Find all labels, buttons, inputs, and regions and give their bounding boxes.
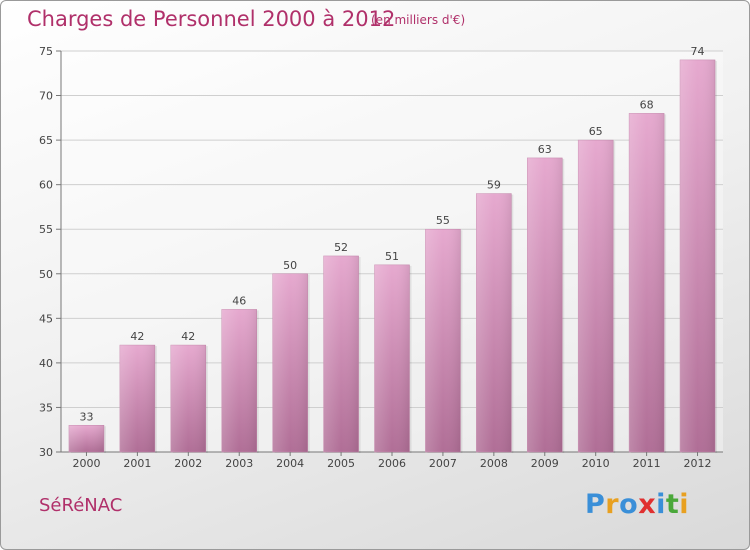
location-name: SéRéNAC [39,495,123,516]
proxiti-logo: Proxiti [585,489,689,520]
bar-highlight [680,59,716,453]
bar-value-label: 68 [640,98,654,111]
logo-letter: o [619,489,639,520]
bar-highlight [527,157,563,452]
x-tick-label: 2004 [276,457,304,470]
x-tick-label: 2011 [633,457,661,470]
y-tick-label: 30 [39,446,53,459]
bar-highlight [476,193,512,453]
x-tick-label: 2008 [480,457,508,470]
logo-letter: x [638,489,657,520]
x-tick-label: 2002 [174,457,202,470]
y-tick-label: 40 [39,357,53,370]
bar-value-label: 46 [232,294,246,307]
x-tick-label: 2012 [684,457,712,470]
bar-highlight [119,345,155,452]
bar-highlight [323,255,359,452]
bar-value-label: 33 [79,410,93,423]
bar-highlight [374,264,410,452]
y-tick-label: 50 [39,268,53,281]
y-tick-label: 70 [39,90,53,103]
x-tick-label: 2000 [72,457,100,470]
x-tick-label: 2003 [225,457,253,470]
y-tick-label: 35 [39,401,53,414]
x-tick-label: 2006 [378,457,406,470]
logo-letter: P [585,489,606,520]
bar-highlight [629,113,665,452]
y-tick-label: 75 [39,45,53,58]
bar-highlight [170,345,206,452]
x-tick-label: 2009 [531,457,559,470]
y-tick-label: 55 [39,223,53,236]
x-tick-label: 2005 [327,457,355,470]
y-tick-label: 65 [39,134,53,147]
bar-value-label: 74 [691,45,705,58]
y-tick-label: 45 [39,312,53,325]
bar-value-label: 50 [283,259,297,272]
bar-value-label: 59 [487,179,501,192]
x-tick-label: 2007 [429,457,457,470]
bar-value-label: 42 [181,330,195,343]
logo-letter: t [665,489,680,520]
y-tick-label: 60 [39,179,53,192]
x-tick-label: 2010 [582,457,610,470]
bar-value-label: 55 [436,214,450,227]
plot-area: 30 35 40 45 50 55 60 65 70 75 33 2000 42 2001 42 2002 46… [39,45,723,470]
logo-letter: i [656,489,666,520]
bar-highlight [68,425,104,452]
bar-value-label: 65 [589,125,603,138]
x-tick-label: 2001 [123,457,151,470]
logo-letter: r [605,489,620,520]
bar-value-label: 42 [130,330,144,343]
chart-title: Charges de Personnel 2000 à 2012 [27,7,396,31]
bar-highlight [221,309,257,452]
bar-highlight [272,273,308,452]
bar-highlight [425,229,461,452]
bar-highlight [578,140,614,452]
bar-value-label: 51 [385,250,399,263]
bar-value-label: 52 [334,241,348,254]
chart-subtitle: (en milliers d'€) [371,13,466,27]
bar-value-label: 63 [538,143,552,156]
logo-letter: i [679,489,690,520]
